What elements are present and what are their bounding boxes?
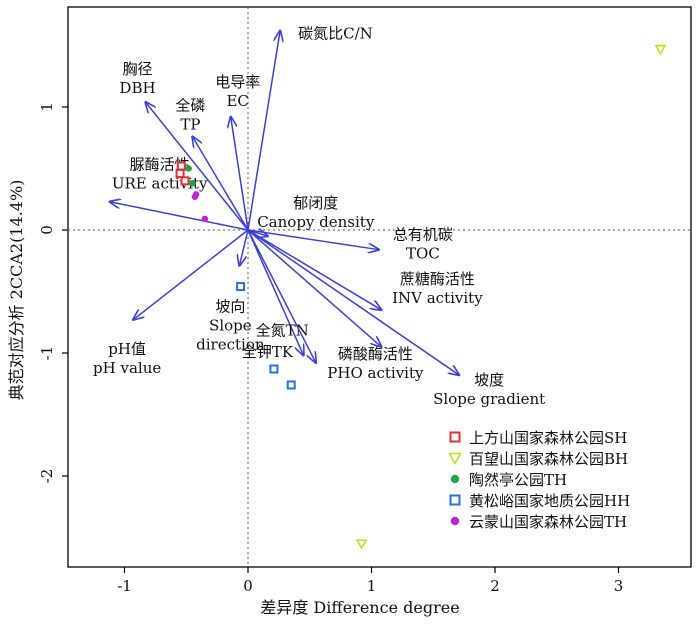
vector-label-en: INV activity	[392, 289, 483, 307]
vector-arrow-inv	[247, 229, 381, 310]
vector-arrow-tp	[192, 137, 249, 231]
plot-frame	[67, 6, 692, 568]
vector-arrow-pho	[247, 229, 381, 347]
vector-label-cn: pH值	[108, 340, 146, 358]
site-point	[201, 215, 209, 223]
axis-ticks: -1 0 1 2 3 -2 -1 0 1	[38, 102, 623, 595]
vector-arrow-ph	[133, 229, 249, 320]
site-point	[236, 282, 246, 292]
x-tick-label: -1	[117, 577, 132, 595]
vector-label-cn: 脲酶活性	[130, 156, 190, 174]
y-tick-label: 0	[38, 225, 56, 235]
legend-label: 黄松峪国家地质公园HH	[469, 492, 630, 510]
site-point	[286, 380, 296, 390]
legend-marker	[449, 494, 461, 506]
site-point	[176, 161, 186, 171]
y-axis-title: 典范对应分析 2CCA2(14.4%)	[7, 180, 26, 401]
vector-label-cn: 胸径	[122, 60, 152, 78]
vector-label-en: Slope direction	[196, 317, 265, 354]
x-tick-label: 1	[367, 577, 377, 595]
legend-marker	[449, 431, 461, 443]
vector-label-cn: 电导率	[215, 73, 260, 91]
site-points	[175, 44, 667, 550]
vector-arrow-slope_dir	[239, 229, 249, 266]
vector-arrow-cn	[247, 31, 280, 231]
vector-arrow-dbh	[145, 102, 249, 231]
legend-marker	[448, 452, 462, 466]
vector-label-cn: 全钾TK	[242, 343, 294, 361]
legend-marker	[450, 474, 460, 484]
legend: 上方山国家森林公园SH 百望山国家森林公园BH 陶然亭公园TH 黄松峪国家地质公园HH…	[448, 429, 630, 531]
x-tick-label: 2	[490, 577, 500, 595]
vector-label-en: DBH	[119, 79, 155, 97]
vector-label-cn: 坡向	[215, 298, 245, 316]
site-point	[175, 168, 185, 178]
vector-arrow-ure	[110, 202, 249, 231]
x-tick-label: 0	[243, 577, 253, 595]
vector-arrow-tk	[247, 229, 316, 363]
vector-label-cn: 全氮TN	[256, 321, 309, 339]
x-tick-label: 3	[614, 577, 624, 595]
vector-label-cn: 蔗糖酶活性	[400, 270, 475, 288]
vector-label-en: PHO activity	[327, 364, 424, 382]
y-tick-label: 1	[38, 102, 56, 112]
site-point	[189, 180, 196, 187]
vector-label-cn: 坡度	[474, 371, 504, 389]
vector-arrow-tn	[247, 229, 304, 355]
vector-label-cn: 磷酸酶活性	[338, 345, 413, 363]
site-point	[180, 176, 190, 186]
vector-label-en: EC	[226, 92, 248, 110]
legend-label: 百望山国家森林公园BH	[469, 450, 628, 468]
vector-label-cn: 碳氮比C/N	[298, 25, 373, 43]
vector-label-cn: 郁闭度	[293, 194, 338, 212]
vector-arrow-toc	[247, 229, 379, 250]
site-point	[269, 364, 279, 374]
x-axis-title: 差异度 Difference degree	[260, 598, 459, 617]
vector-label-en: TOC	[406, 245, 440, 263]
legend-label: 上方山国家森林公园SH	[469, 429, 627, 447]
site-point	[654, 44, 667, 56]
vector-label-en: TP	[180, 116, 200, 134]
legend-marker	[450, 516, 460, 526]
y-tick-label: -2	[38, 469, 56, 484]
legend-label: 陶然亭公园TH	[469, 471, 567, 489]
site-point	[185, 165, 192, 172]
legend-label: 云蒙山国家森林公园TH	[469, 513, 627, 531]
vector-label-en: pH value	[93, 359, 161, 377]
vector-arrow-slope_grad	[247, 229, 459, 375]
site-point	[355, 539, 368, 550]
vector-label-cn: 全磷	[175, 97, 205, 115]
y-tick-label: -1	[38, 346, 56, 361]
site-point	[191, 193, 199, 201]
vector-label-en: Canopy density	[257, 213, 375, 231]
vector-label-en: Slope gradient	[433, 390, 545, 408]
vector-label-cn: 总有机碳	[393, 226, 453, 244]
vector-arrow-ec	[231, 117, 249, 231]
